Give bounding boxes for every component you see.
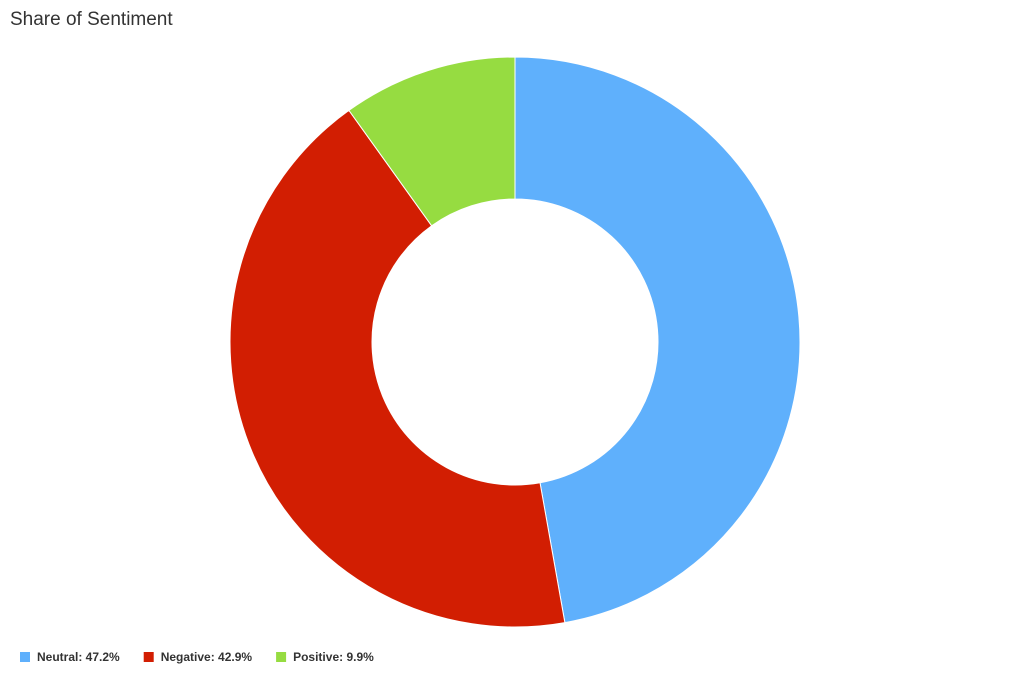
legend-swatch [143,652,154,662]
legend-swatch [276,652,287,662]
chart-title: Share of Sentiment [10,9,173,30]
legend-label: Negative: 42.9% [161,650,253,664]
legend-label: Neutral: 47.2% [37,650,120,664]
donut-slice [348,56,516,227]
donut-slice [229,109,566,628]
legend-swatch [20,652,30,662]
legend-label: Positive: 9.9% [293,650,374,664]
donut-slice [514,56,801,624]
